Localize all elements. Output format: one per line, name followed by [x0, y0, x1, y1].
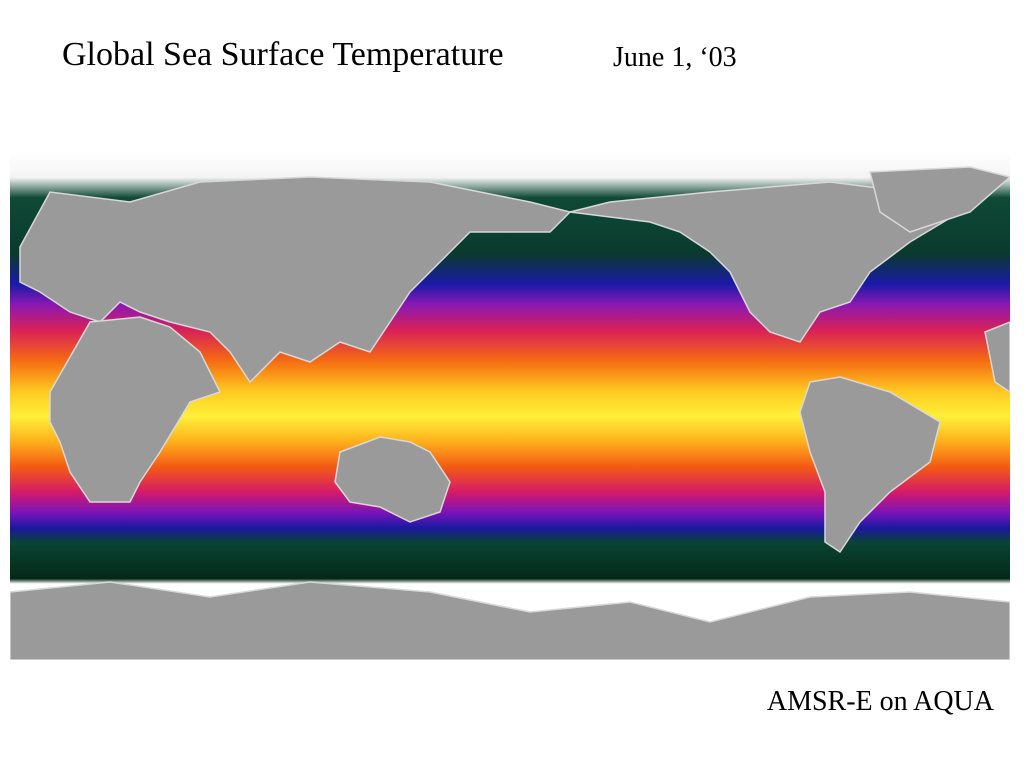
- africa: [49, 316, 222, 503]
- greenland: [869, 166, 1010, 233]
- title: Global Sea Surface Temperature: [62, 36, 504, 73]
- australia: [334, 436, 451, 523]
- south-america: [799, 376, 941, 554]
- sst-map: [10, 152, 1010, 660]
- caption: AMSR-E on AQUA: [766, 686, 994, 717]
- date: June 1, ‘03: [613, 42, 737, 73]
- eurasia: [19, 176, 572, 384]
- europe-edge: [984, 321, 1010, 393]
- antarctica: [10, 581, 1010, 660]
- land: [10, 166, 1010, 660]
- north-america: [569, 181, 962, 343]
